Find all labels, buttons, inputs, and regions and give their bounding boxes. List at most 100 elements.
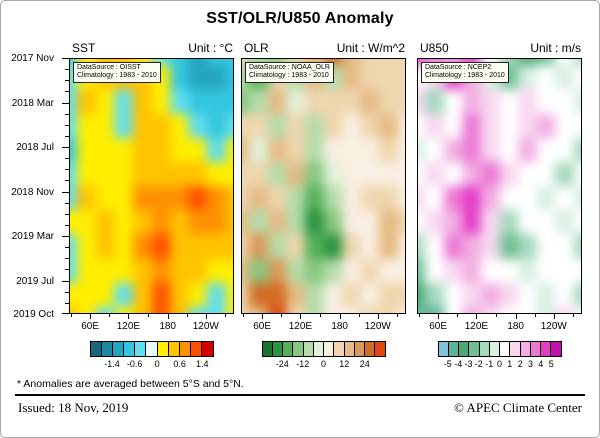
heatmap-cell <box>499 59 520 68</box>
heatmap-cell <box>207 306 227 313</box>
heatmap-cell <box>379 210 399 236</box>
heatmap-cell <box>425 113 445 140</box>
x-tick-label: 120W <box>364 321 391 332</box>
heatmap-cell <box>555 306 575 313</box>
y-minor-tick <box>65 158 69 160</box>
heatmap-cell <box>323 258 344 285</box>
heatmap-cell <box>188 137 209 164</box>
y-major-tick <box>62 191 69 193</box>
heatmap-cell <box>323 137 344 164</box>
heatmap-cell <box>555 234 575 261</box>
heatmap-cell <box>286 282 307 309</box>
heatmap-cell <box>114 89 135 116</box>
heatmap-cell <box>188 186 209 212</box>
heatmap-cell <box>360 137 381 164</box>
heatmap-cell <box>536 210 557 236</box>
heatmap-cell <box>323 89 344 116</box>
y-minor-tick <box>65 113 69 115</box>
heatmap-cell <box>379 65 399 92</box>
u850-datasource: DataSource : NCEP2 <box>425 64 492 71</box>
heatmap-cell <box>342 113 362 140</box>
heatmap-cell <box>188 258 209 285</box>
heatmap-cell <box>114 258 135 285</box>
x-minor-tick <box>573 314 575 317</box>
x-minor-tick <box>186 314 188 317</box>
heatmap-cell <box>77 306 97 313</box>
heatmap-cell <box>225 234 233 261</box>
heatmap-cell <box>151 234 172 261</box>
x-tick-label: 60E <box>429 321 448 332</box>
y-tick-label: 2019 Jul <box>16 275 54 287</box>
heatmap-cell <box>397 137 405 164</box>
heatmap-cell <box>518 306 538 313</box>
heatmap-cell <box>304 186 325 212</box>
x-tick-label: 120W <box>192 321 219 332</box>
colorbar-tick-label: -24 <box>275 359 289 369</box>
heatmap-cell <box>443 210 464 236</box>
x-major-tick <box>128 314 130 319</box>
panel-unit-u850: Unit : m/s <box>530 41 581 55</box>
heatmap-cell <box>132 89 153 116</box>
heatmap-cell <box>536 258 557 285</box>
heatmap-cell <box>443 89 464 116</box>
heatmap-cell <box>70 282 79 309</box>
heatmap-cell <box>573 186 581 212</box>
heatmap-cell <box>249 210 269 236</box>
heatmap-cell <box>188 161 209 188</box>
sst-x-ticks <box>69 314 234 320</box>
heatmap-cell <box>242 113 251 140</box>
y-minor-tick <box>65 258 69 260</box>
heatmap-cell <box>225 59 233 68</box>
heatmap-cell <box>499 210 520 236</box>
heatmap-cell <box>462 113 483 140</box>
olr-plot-area: DataSource : NOAA_OLR Climatology : 1983… <box>241 58 406 314</box>
heatmap-cell <box>418 210 427 236</box>
heatmap-cell <box>397 59 405 68</box>
heatmap-cell <box>225 113 233 140</box>
heatmap-cell <box>77 282 97 309</box>
heatmap-cell <box>267 161 288 188</box>
heatmap-cell <box>443 258 464 285</box>
heatmap-cell <box>555 65 575 92</box>
heatmap-cell <box>462 282 483 309</box>
heatmap-cell <box>379 161 399 188</box>
y-minor-tick <box>65 224 69 226</box>
heatmap-cell <box>536 161 557 188</box>
heatmap-cell <box>518 282 538 309</box>
footer-line: Issued: 18 Nov, 2019 © APEC Climate Cent… <box>18 400 582 416</box>
x-tick-label: 60E <box>253 321 272 332</box>
heatmap-cell <box>342 306 362 313</box>
heatmap-cell <box>249 161 269 188</box>
heatmap-cell <box>242 258 251 285</box>
heatmap-cell <box>462 210 483 236</box>
heatmap-cell <box>225 137 233 164</box>
heatmap-cell <box>95 282 116 309</box>
heatmap-cell <box>418 161 427 188</box>
olr-colorbar: -24 -12 0 12 24 <box>241 341 406 373</box>
heatmap-cell <box>95 258 116 285</box>
colorbar-cell <box>201 341 214 357</box>
heatmap-cell <box>425 89 445 116</box>
heatmap-cell <box>397 210 405 236</box>
y-minor-tick <box>65 213 69 215</box>
heatmap-cell <box>499 186 520 212</box>
heatmap-cell <box>555 113 575 140</box>
heatmap-cell <box>573 306 581 313</box>
heatmap-cell <box>304 161 325 188</box>
heatmap-cell <box>342 137 362 164</box>
y-major-tick <box>62 312 69 314</box>
y-major-tick <box>62 58 69 59</box>
heatmap-cell <box>286 210 307 236</box>
heatmap-cell <box>70 306 79 313</box>
x-tick-label: 120E <box>464 321 489 332</box>
colorbar-tick-label: 24 <box>359 359 370 369</box>
heatmap-cell <box>443 137 464 164</box>
sst-colorbar: -1.4 -0.6 0 0.6 1.4 <box>69 341 234 373</box>
heatmap-cell <box>286 161 307 188</box>
colorbar-tick-label: 5 <box>548 359 554 369</box>
heatmap-cell <box>242 234 251 261</box>
sst-datasource: DataSource : OISST <box>77 64 141 71</box>
heatmap-cell <box>95 89 116 116</box>
heatmap-cell <box>132 306 153 313</box>
